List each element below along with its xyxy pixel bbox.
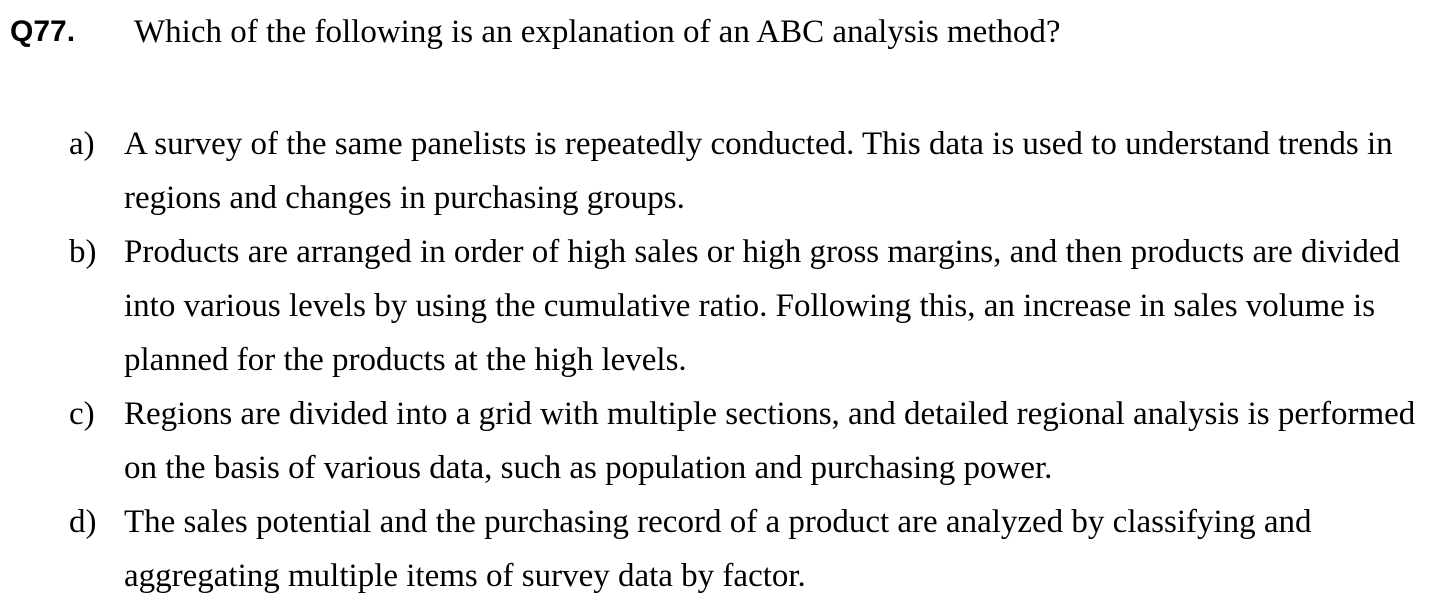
question-header: Q77. Which of the following is an explan… xyxy=(10,10,1430,54)
question-number: Q77. xyxy=(10,15,76,48)
option-a: a) A survey of the same panelists is rep… xyxy=(0,117,1450,225)
option-label: c) xyxy=(69,396,95,432)
answer-options: a) A survey of the same panelists is rep… xyxy=(0,117,1450,603)
question-text: Which of the following is an explanation… xyxy=(134,14,1061,50)
option-text: A survey of the same panelists is repeat… xyxy=(124,126,1393,216)
option-d: d) The sales potential and the purchasin… xyxy=(0,495,1450,603)
option-b: b) Products are arranged in order of hig… xyxy=(0,225,1450,387)
option-label: a) xyxy=(69,126,95,162)
option-text: Regions are divided into a grid with mul… xyxy=(124,396,1416,486)
option-label: b) xyxy=(69,234,97,270)
option-c: c) Regions are divided into a grid with … xyxy=(0,387,1450,495)
option-text: Products are arranged in order of high s… xyxy=(124,234,1400,378)
option-text: The sales potential and the purchasing r… xyxy=(124,504,1312,594)
option-label: d) xyxy=(69,504,97,540)
